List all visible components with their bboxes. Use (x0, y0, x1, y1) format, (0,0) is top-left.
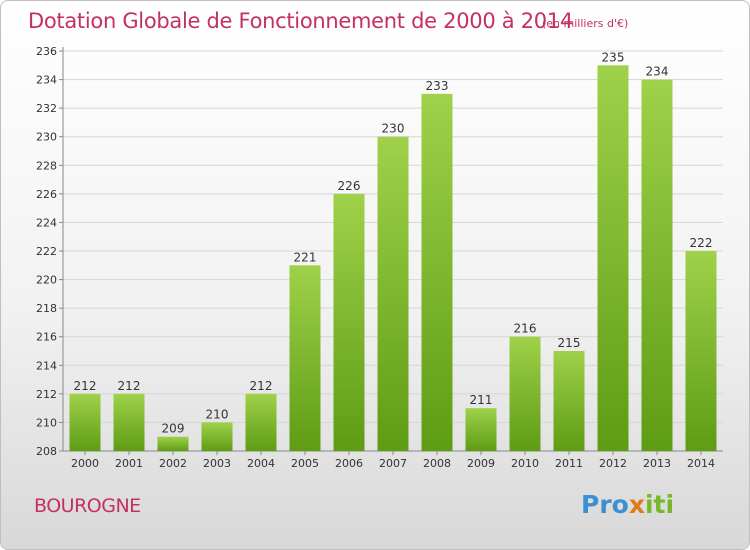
x-tick-label: 2002 (159, 457, 187, 470)
y-tick-label: 222 (36, 245, 57, 258)
x-tick-label: 2007 (379, 457, 407, 470)
y-tick-label: 232 (36, 102, 57, 115)
data-label-2002: 209 (162, 422, 185, 436)
y-tick-label: 228 (36, 159, 57, 172)
bar-2007 (377, 136, 409, 451)
bar-2014 (685, 251, 717, 451)
x-tick-labels: 2000 2001 2002 2003 2004 2005 2006 2007 2008 2009… (71, 451, 715, 470)
bar-2006 (333, 193, 365, 451)
x-tick-label: 2013 (643, 457, 671, 470)
x-tick-label: 2005 (291, 457, 319, 470)
data-label-2007: 230 (382, 122, 405, 136)
bar-2000 (69, 393, 101, 451)
x-tick-label: 2008 (423, 457, 451, 470)
logo-part-3: iti (644, 490, 675, 519)
x-tick-label: 2000 (71, 457, 99, 470)
chart-title: Dotation Globale de Fonctionnement de 20… (28, 9, 573, 33)
y-tick-label: 210 (36, 416, 57, 429)
proxiti-logo[interactable]: Proxiti (581, 490, 674, 519)
bar-2011 (553, 351, 585, 451)
bar-2002 (157, 436, 189, 451)
data-label-2000: 212 (74, 379, 97, 393)
commune-name: BOUROGNE (34, 495, 141, 517)
y-tick-label: 208 (36, 445, 57, 458)
y-tick-label: 212 (36, 388, 57, 401)
logo-part-1: Pro (581, 490, 629, 519)
x-tick-label: 2006 (335, 457, 363, 470)
bar-2010 (509, 336, 541, 451)
y-tick-label: 220 (36, 274, 57, 287)
data-label-2005: 221 (294, 250, 317, 264)
bar-2009 (465, 408, 497, 451)
data-label-2004: 212 (250, 379, 273, 393)
x-tick-label: 2010 (511, 457, 539, 470)
chart-subtitle: (en milliers d'€) (542, 17, 629, 30)
y-tick-label: 226 (36, 188, 57, 201)
y-tick-label: 230 (36, 131, 57, 144)
data-label-2010: 216 (514, 322, 537, 336)
y-tick-label: 224 (36, 216, 57, 229)
y-tick-label: 236 (36, 45, 57, 58)
x-tick-label: 2001 (115, 457, 143, 470)
data-label-2001: 212 (118, 379, 141, 393)
data-label-2012: 235 (602, 50, 625, 64)
bar-2003 (201, 422, 233, 451)
data-label-2003: 210 (206, 407, 229, 421)
x-tick-label: 2012 (599, 457, 627, 470)
x-tick-label: 2014 (687, 457, 715, 470)
y-tick-label: 234 (36, 74, 57, 87)
logo-part-2: x (628, 490, 645, 519)
x-tick-label: 2004 (247, 457, 275, 470)
data-labels: 212 212 209 210 212 221 226 230 233 211 216 215 235 2… (74, 50, 713, 435)
data-label-2009: 211 (470, 393, 493, 407)
y-tick-label: 218 (36, 302, 57, 315)
y-tick-label: 216 (36, 331, 57, 344)
bar-2013 (641, 79, 673, 452)
bars (69, 65, 717, 452)
bar-2001 (113, 393, 145, 451)
bar-2008 (421, 93, 453, 451)
bar-2005 (289, 265, 321, 451)
data-label-2008: 233 (426, 79, 449, 93)
data-label-2006: 226 (338, 179, 361, 193)
x-tick-label: 2009 (467, 457, 495, 470)
bar-2004 (245, 393, 277, 451)
x-tick-label: 2003 (203, 457, 231, 470)
data-label-2011: 215 (558, 336, 581, 350)
data-label-2014: 222 (690, 236, 713, 250)
data-label-2013: 234 (646, 65, 669, 79)
bar-2012 (597, 65, 629, 452)
y-tick-labels: 208 210 212 214 216 218 220 222 224 226 228 230 232 2… (36, 45, 57, 458)
x-tick-label: 2011 (555, 457, 583, 470)
y-tick-label: 214 (36, 359, 57, 372)
